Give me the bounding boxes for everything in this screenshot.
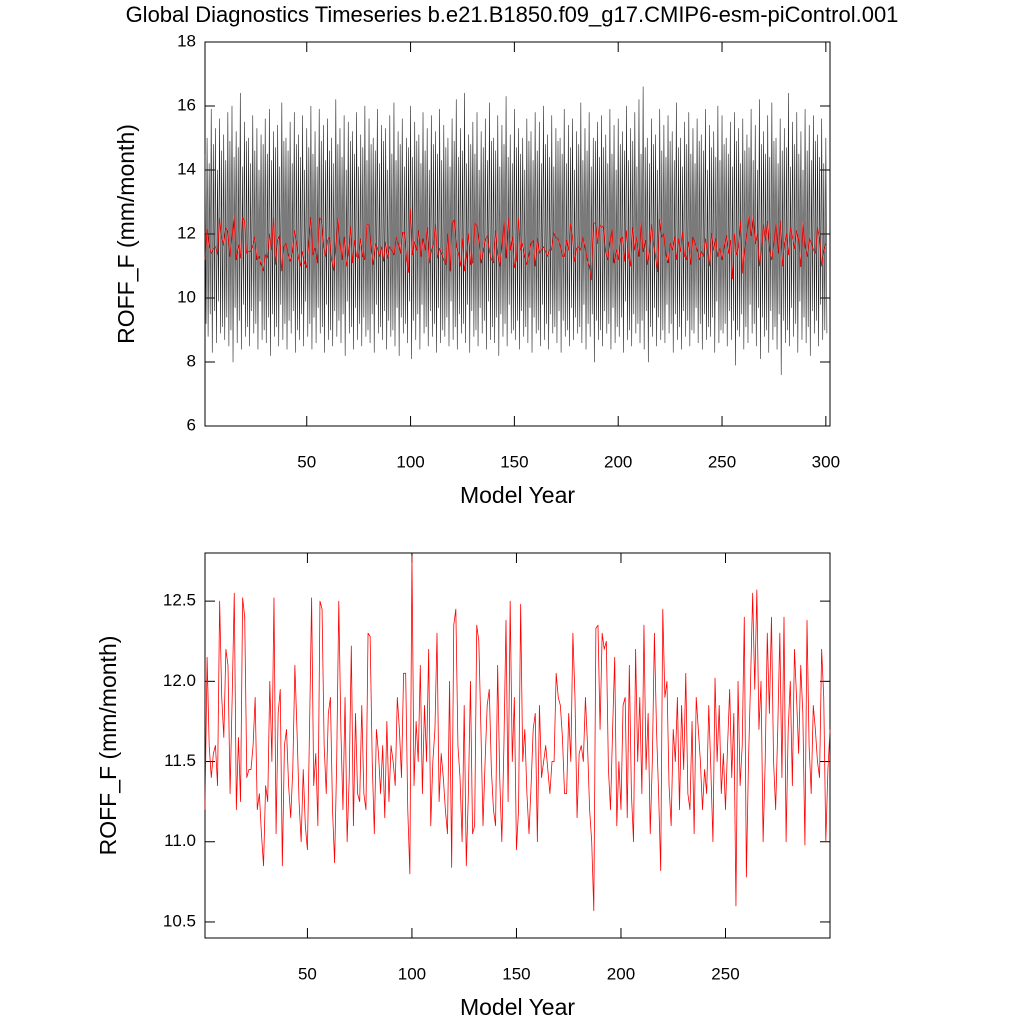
plot-area: 6 8 10 12 14 16 18 50 100 150 200 250 300 [177, 31, 840, 471]
plot-frame [204, 552, 831, 939]
x-tick-label: 250 [708, 452, 736, 471]
x-tick-label: 150 [502, 964, 530, 983]
y-axis-label: ROFF_F (mm/month) [113, 124, 139, 344]
x-tick-label: 200 [607, 964, 635, 983]
y-tick-label: 12.0 [163, 671, 196, 690]
y-tick-label: 10 [177, 287, 196, 306]
x-axis-label: Model Year [460, 482, 575, 508]
x-axis-label: Model Year [460, 994, 575, 1020]
series-line [204, 555, 831, 912]
plot-area: 10.5 11.0 11.5 12.0 12.5 50 100 150 200 250 [163, 552, 831, 983]
x-tick-label: 50 [298, 964, 317, 983]
series-line [204, 208, 827, 281]
y-tick-label: 18 [177, 31, 196, 50]
y-tick-label: 8 [187, 351, 196, 370]
y-tick-label: 10.5 [163, 911, 196, 930]
x-tick-label: 300 [812, 452, 840, 471]
x-tick-label: 100 [398, 964, 426, 983]
y-tick-label: 14 [177, 159, 196, 178]
x-tick-label: 50 [297, 452, 316, 471]
x-tick-label: 200 [604, 452, 632, 471]
y-tick-label: 12.5 [163, 591, 196, 610]
y-axis-label: ROFF_F (mm/month) [95, 636, 121, 856]
series-line [204, 86, 828, 376]
y-tick-label: 6 [187, 415, 196, 434]
y-tick-label: 16 [177, 95, 196, 114]
y-tick-label: 12 [177, 223, 196, 242]
chart-title: Global Diagnostics Timeseries b.e21.B185… [126, 2, 899, 27]
x-tick-label: 250 [711, 964, 739, 983]
x-tick-label: 100 [396, 452, 424, 471]
x-tick-label: 150 [500, 452, 528, 471]
y-tick-label: 11.0 [164, 831, 196, 850]
y-tick-label: 11.5 [164, 751, 196, 770]
